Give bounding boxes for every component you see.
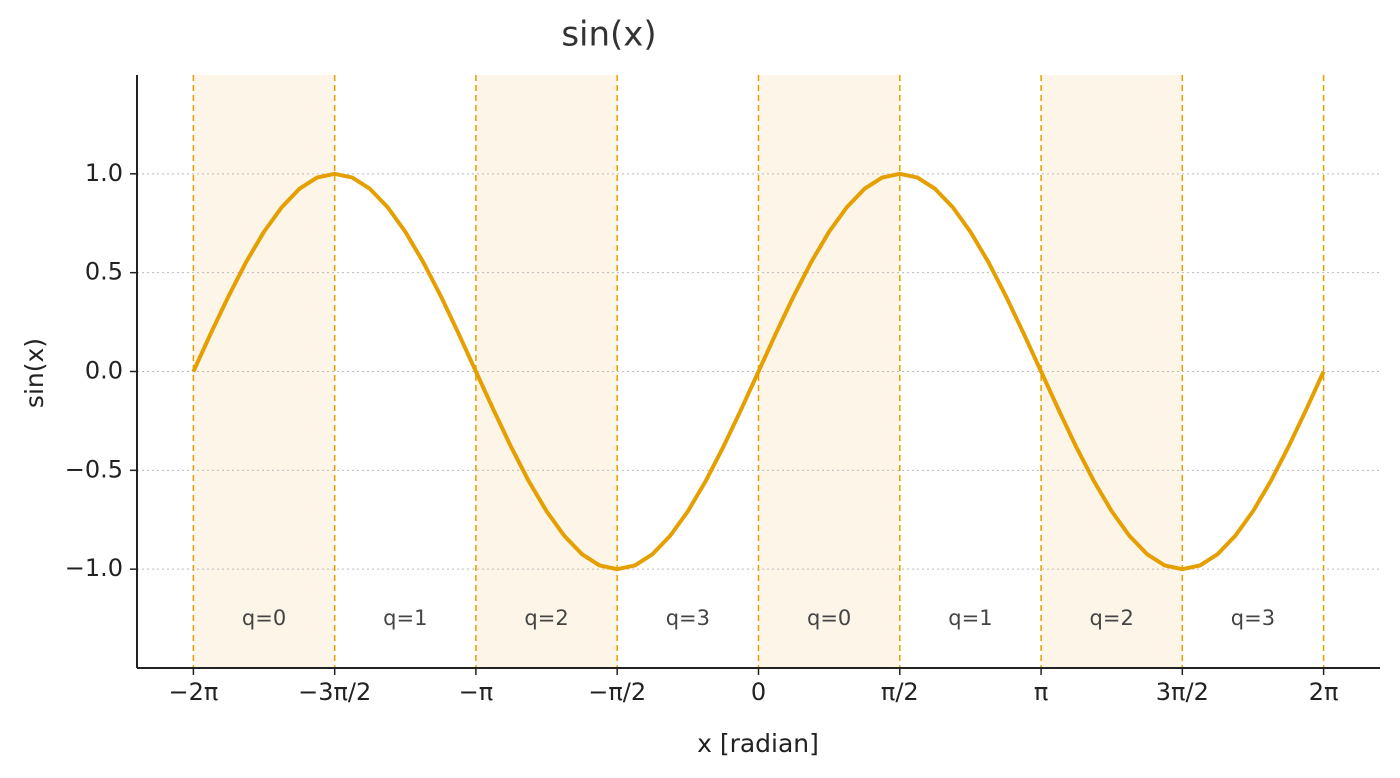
region-label: q=3: [666, 606, 710, 630]
y-tick-label: −1.0: [65, 554, 123, 582]
region-shade: [193, 75, 335, 668]
y-tick-label: 0.5: [85, 258, 123, 286]
x-tick-label: −2π: [168, 678, 218, 706]
x-axis-label: x [radian]: [697, 729, 819, 758]
x-tick-label: 3π/2: [1156, 678, 1209, 706]
x-tick-label: −3π/2: [298, 678, 371, 706]
sine-line: [191, 171, 1326, 572]
region-label: q=2: [524, 606, 568, 630]
region-label: q=2: [1090, 606, 1134, 630]
y-axis-label: sin(x): [20, 338, 49, 408]
x-tick-label: −π: [459, 678, 494, 706]
x-tick-label: −π/2: [588, 678, 646, 706]
x-tick-label: π: [1034, 678, 1048, 706]
y-tick-label: −0.5: [65, 455, 123, 483]
region-label: q=3: [1231, 606, 1275, 630]
y-tick-label: 1.0: [85, 159, 123, 187]
region-label: q=1: [383, 606, 427, 630]
region-label: q=0: [807, 606, 851, 630]
region-label: q=1: [948, 606, 992, 630]
x-tick-label: π/2: [881, 678, 919, 706]
x-tick-label: 0: [751, 678, 766, 706]
x-tick-label: 2π: [1309, 678, 1339, 706]
region-label: q=0: [242, 606, 286, 630]
y-tick-label: 0.0: [85, 357, 123, 385]
chart-title: sin(x): [561, 15, 656, 55]
